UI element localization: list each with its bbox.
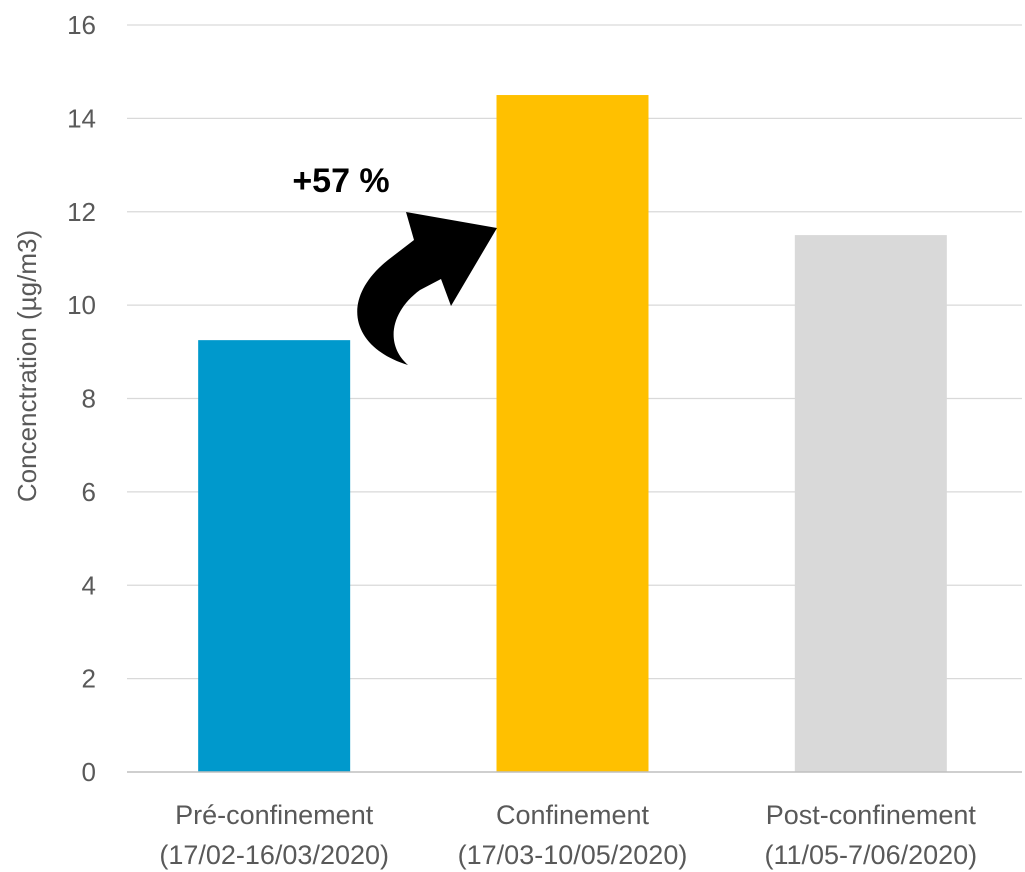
y-tick-label: 8 xyxy=(82,384,96,414)
annotation: +57 % xyxy=(292,162,497,365)
y-tick-label: 4 xyxy=(82,570,96,600)
y-tick-label: 14 xyxy=(67,103,96,133)
x-tick-label: (11/05-7/06/2020) xyxy=(765,840,978,870)
y-tick-label: 2 xyxy=(82,664,96,694)
y-tick-label: 16 xyxy=(67,10,96,40)
y-tick-label: 12 xyxy=(67,197,96,227)
bar xyxy=(794,235,947,772)
bars xyxy=(198,95,947,772)
axes: 0 2 4 6 8 10 12 14 16 Pré-confinement (17/02-16/03… xyxy=(67,10,1022,870)
curved-arrow-icon xyxy=(357,212,497,365)
x-tick-label: Pré-confinement xyxy=(175,800,374,830)
x-tick-label: Confinement xyxy=(496,800,650,830)
y-tick-label: 6 xyxy=(82,477,96,507)
x-tick-label: Post-confinement xyxy=(766,800,977,830)
y-tick-label: 0 xyxy=(82,757,96,787)
y-axis-title: Concenctration (µg/m3) xyxy=(12,230,42,502)
annotation-label: +57 % xyxy=(292,162,389,200)
x-tick-label: (17/03-10/05/2020) xyxy=(458,840,688,870)
y-tick-label: 10 xyxy=(67,290,96,320)
bar xyxy=(198,340,351,772)
bar xyxy=(496,95,649,772)
x-tick-label: (17/02-16/03/2020) xyxy=(159,840,389,870)
